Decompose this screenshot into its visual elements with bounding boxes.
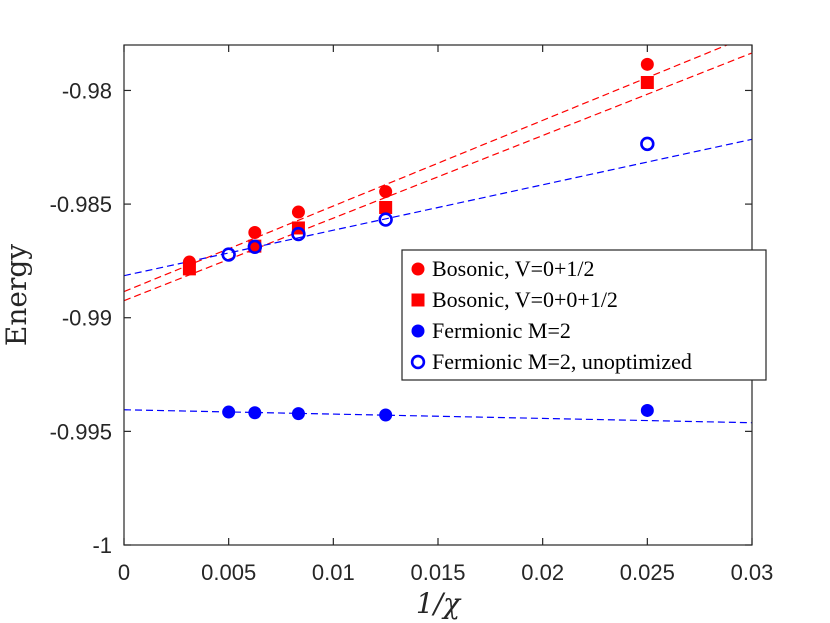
data-point-series-1-4 — [379, 185, 393, 199]
y-axis-label: Energy — [0, 244, 33, 346]
legend-label-series-3: Fermionic M=2 — [432, 318, 571, 343]
y-tick-label: -0.99 — [62, 306, 112, 331]
data-point-series-4-1 — [221, 247, 236, 262]
x-tick-label: 0.015 — [410, 560, 465, 585]
x-tick-label: 0.025 — [620, 560, 675, 585]
data-point-series-4-3 — [291, 226, 306, 242]
legend-label-series-1: Bosonic, V=0+1/2 — [432, 256, 595, 281]
x-tick-label: 0.01 — [312, 560, 355, 585]
tick-labels: 0 0.005 0.01 0.015 0.02 0.025 0.03 -1 -0.995 -0.9… — [50, 78, 774, 585]
data-point-series-4-5 — [640, 136, 655, 152]
legend-label-series-4: Fermionic M=2, unoptimized — [432, 349, 692, 374]
x-tick-label: 0.02 — [521, 560, 564, 585]
legend: Bosonic, V=0+1/2 Bosonic, V=0+0+1/2 Fermio… — [401, 249, 767, 381]
legend-marker-series-3 — [411, 324, 425, 338]
data-point-series-2-4 — [379, 201, 393, 214]
data-point-series-3-4 — [379, 408, 393, 422]
data-point-series-2-1 — [182, 262, 196, 276]
data-point-series-1-2 — [248, 226, 262, 239]
y-tick-label: -1 — [92, 533, 112, 558]
data-point-series-1-5 — [640, 57, 654, 71]
data-point-series-3-2 — [248, 406, 262, 420]
data-point-series-1-3 — [291, 205, 305, 219]
data-point-series-3-5 — [640, 403, 654, 417]
x-axis-label: 1/χ — [416, 587, 462, 620]
x-tick-label: 0.005 — [201, 560, 256, 585]
y-tick-label: -0.985 — [50, 192, 112, 217]
data-point-series-3-1 — [222, 405, 236, 419]
legend-marker-series-4 — [410, 354, 426, 370]
legend-marker-series-1 — [411, 262, 425, 276]
legend-box — [401, 249, 767, 381]
fit-line-series-4 — [124, 138, 752, 277]
x-tick-label: 0.03 — [731, 560, 774, 585]
data-point-series-4-2 — [247, 239, 263, 255]
data-point-series-4-4 — [378, 212, 393, 227]
legend-label-series-2: Bosonic, V=0+0+1/2 — [432, 287, 618, 312]
y-tick-label: -0.98 — [62, 78, 112, 103]
data-markers — [182, 57, 655, 422]
legend-marker-series-2 — [411, 293, 425, 307]
x-tick-label: 0 — [118, 560, 130, 585]
data-point-series-3-3 — [291, 407, 305, 421]
data-point-series-2-5 — [640, 76, 654, 89]
y-tick-label: -0.995 — [50, 419, 112, 444]
